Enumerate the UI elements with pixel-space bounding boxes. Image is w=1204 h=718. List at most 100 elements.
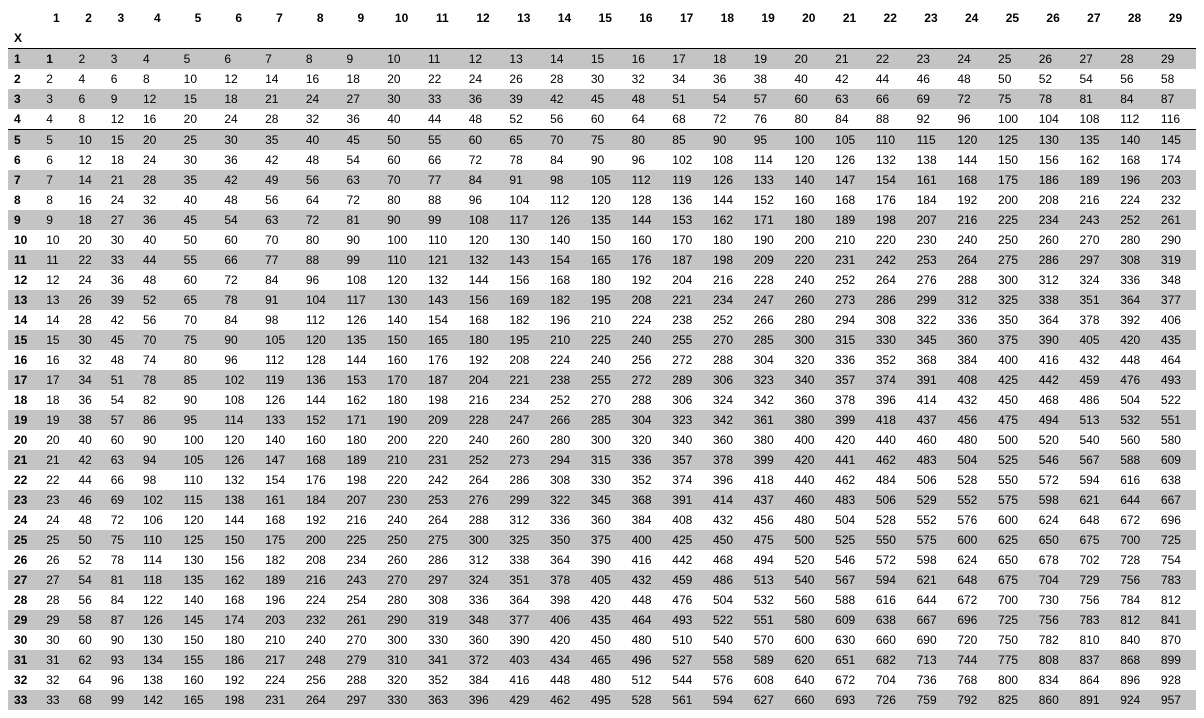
cell-r13-c18: 234 <box>707 290 748 310</box>
cell-r11-c28: 308 <box>1114 250 1155 270</box>
cell-r3-c14: 42 <box>544 89 585 109</box>
cell-r19-c9: 171 <box>341 410 382 430</box>
cell-r18-c26: 468 <box>1033 390 1074 410</box>
table-row: 2020406090100120140160180200220240260280… <box>8 430 1196 450</box>
cell-r26-c27: 702 <box>1073 550 1114 570</box>
cell-r33-c4: 142 <box>137 690 178 710</box>
cell-r23-c16: 368 <box>626 490 667 510</box>
cell-r29-c11: 319 <box>422 610 463 630</box>
cell-r24-c25: 600 <box>992 510 1033 530</box>
cell-r6-c22: 132 <box>870 150 911 170</box>
cell-r5-c24: 120 <box>951 130 992 151</box>
cell-r25-c17: 425 <box>666 530 707 550</box>
cell-r31-c2: 62 <box>72 650 104 670</box>
cell-r1-c26: 26 <box>1033 49 1074 70</box>
cell-r1-c8: 8 <box>300 49 341 70</box>
cell-r21-c13: 273 <box>503 450 544 470</box>
cell-r17-c26: 442 <box>1033 370 1074 390</box>
cell-r6-c8: 48 <box>300 150 341 170</box>
cell-r3-c23: 69 <box>911 89 952 109</box>
cell-r32-c23: 736 <box>911 670 952 690</box>
cell-r24-c3: 72 <box>105 510 137 530</box>
cell-r22-c7: 154 <box>259 470 300 490</box>
cell-r25-c25: 625 <box>992 530 1033 550</box>
cell-r11-c17: 187 <box>666 250 707 270</box>
cell-r9-c26: 234 <box>1033 210 1074 230</box>
cell-r29-c23: 667 <box>911 610 952 630</box>
cell-r4-c24: 96 <box>951 109 992 130</box>
cell-r8-c21: 168 <box>829 190 870 210</box>
cell-r1-c3: 3 <box>105 49 137 70</box>
cell-r26-c3: 78 <box>105 550 137 570</box>
cell-r33-c14: 462 <box>544 690 585 710</box>
cell-r22-c23: 506 <box>911 470 952 490</box>
table-row: 2222446698110132154176198220242264286308… <box>8 470 1196 490</box>
cell-r14-c6: 84 <box>218 310 259 330</box>
cell-r5-c9: 45 <box>341 130 382 151</box>
cell-r11-c1: 11 <box>40 250 72 270</box>
cell-r20-c21: 420 <box>829 430 870 450</box>
cell-r2-c19: 38 <box>748 69 789 89</box>
cell-r4-c26: 104 <box>1033 109 1074 130</box>
cell-r15-c3: 45 <box>105 330 137 350</box>
cell-r12-c17: 204 <box>666 270 707 290</box>
cell-r24-c10: 240 <box>381 510 422 530</box>
col-header-11: 11 <box>422 8 463 28</box>
cell-r24-c23: 552 <box>911 510 952 530</box>
cell-r30-c2: 60 <box>72 630 104 650</box>
cell-r15-c9: 135 <box>341 330 382 350</box>
cell-r32-c14: 448 <box>544 670 585 690</box>
cell-r2-c26: 52 <box>1033 69 1074 89</box>
cell-r22-c15: 330 <box>585 470 626 490</box>
cell-r25-c24: 600 <box>951 530 992 550</box>
cell-r12-c29: 348 <box>1155 270 1196 290</box>
cell-r20-c6: 120 <box>218 430 259 450</box>
cell-r16-c9: 144 <box>341 350 382 370</box>
cell-r6-c17: 102 <box>666 150 707 170</box>
cell-r3-c9: 27 <box>341 89 382 109</box>
cell-r3-c2: 6 <box>72 89 104 109</box>
cell-r33-c5: 165 <box>178 690 219 710</box>
cell-r31-c23: 713 <box>911 650 952 670</box>
cell-r26-c25: 650 <box>992 550 1033 570</box>
cell-r29-c12: 348 <box>463 610 504 630</box>
cell-r31-c16: 496 <box>626 650 667 670</box>
cell-r18-c28: 504 <box>1114 390 1155 410</box>
cell-r25-c23: 575 <box>911 530 952 550</box>
cell-r13-c28: 364 <box>1114 290 1155 310</box>
cell-r30-c29: 870 <box>1155 630 1196 650</box>
cell-r9-c6: 54 <box>218 210 259 230</box>
cell-r31-c4: 134 <box>137 650 178 670</box>
cell-r4-c14: 56 <box>544 109 585 130</box>
cell-r5-c14: 70 <box>544 130 585 151</box>
cell-r19-c26: 494 <box>1033 410 1074 430</box>
cell-r28-c28: 784 <box>1114 590 1155 610</box>
cell-r29-c16: 464 <box>626 610 667 630</box>
cell-r23-c22: 506 <box>870 490 911 510</box>
cell-r32-c13: 416 <box>503 670 544 690</box>
cell-r25-c5: 125 <box>178 530 219 550</box>
cell-r5-c18: 90 <box>707 130 748 151</box>
cell-r7-c27: 189 <box>1073 170 1114 190</box>
cell-r9-c25: 225 <box>992 210 1033 230</box>
cell-r32-c18: 576 <box>707 670 748 690</box>
cell-r28-c6: 168 <box>218 590 259 610</box>
cell-r32-c3: 96 <box>105 670 137 690</box>
cell-r17-c6: 102 <box>218 370 259 390</box>
cell-r23-c28: 644 <box>1114 490 1155 510</box>
cell-r33-c10: 330 <box>381 690 422 710</box>
cell-r1-c24: 24 <box>951 49 992 70</box>
cell-r20-c9: 180 <box>341 430 382 450</box>
cell-r27-c4: 118 <box>137 570 178 590</box>
cell-r19-c21: 399 <box>829 410 870 430</box>
cell-r32-c19: 608 <box>748 670 789 690</box>
cell-r29-c15: 435 <box>585 610 626 630</box>
cell-r17-c23: 391 <box>911 370 952 390</box>
header-spacer <box>585 28 626 49</box>
cell-r27-c12: 324 <box>463 570 504 590</box>
cell-r20-c2: 40 <box>72 430 104 450</box>
cell-r11-c16: 176 <box>626 250 667 270</box>
cell-r30-c4: 130 <box>137 630 178 650</box>
cell-r21-c25: 525 <box>992 450 1033 470</box>
cell-r6-c4: 24 <box>137 150 178 170</box>
